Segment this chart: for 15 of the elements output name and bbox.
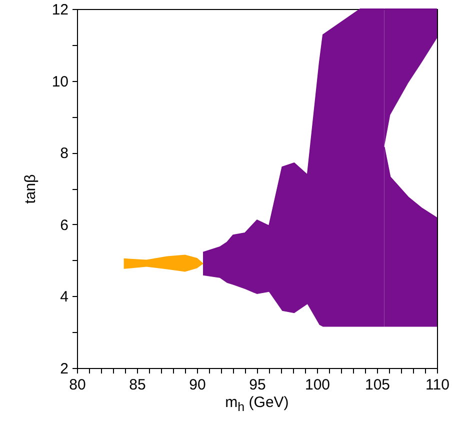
x-axis-title: m$_{h}$ (GeV) (224, 394, 290, 414)
y-tick-label: 6 (60, 216, 68, 234)
x-tick-label: 100 (304, 376, 330, 394)
x-tick-label: 90 (189, 376, 206, 394)
y-tick-label: 10 (52, 73, 68, 90)
x-tick-label: 85 (129, 376, 146, 394)
x-tick-label: 105 (364, 376, 390, 394)
x-tick-label: 110 (426, 376, 450, 394)
y-tick-label: 12 (52, 2, 68, 18)
x-tick-label: 95 (249, 376, 266, 394)
y-tick-label: 8 (60, 145, 68, 162)
x-tick-label: 80 (69, 376, 86, 394)
y-tick-label: 2 (60, 360, 68, 378)
y-tick-label: 4 (60, 288, 68, 306)
y-axis-title: tanβ (22, 174, 39, 204)
